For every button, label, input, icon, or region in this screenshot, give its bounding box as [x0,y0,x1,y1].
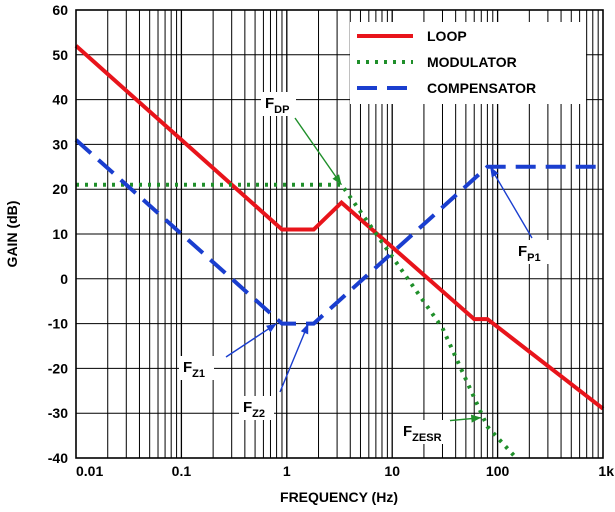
x-tick-label: 100 [486,463,510,479]
annotation-background [399,420,450,444]
y-tick-label: -40 [48,450,68,466]
x-tick-label: 1k [598,463,614,479]
annotation-background [179,356,214,380]
series-line-modulator [76,182,518,460]
x-axis-title: FREQUENCY (Hz) [280,489,398,505]
y-tick-label: 30 [52,136,68,152]
y-tick-label: 40 [52,92,68,108]
annotation-leader [489,166,533,239]
series-lines [74,44,605,460]
annotation-leader [279,323,309,393]
annotation-label: FP1 [518,243,541,264]
axes: -40 -30 -20 -10 0 10 20 30 40 50 60 0.01 0.1 1 10 100 1k [48,2,614,479]
annotation-label: FZESR [403,423,442,444]
legend: LOOP MODULATOR COMPENSATOR [350,22,586,104]
y-tick-label: 0 [60,271,68,287]
x-tick-label: 10 [384,463,400,479]
annotation-leader [294,117,343,186]
annotation-arrowhead [470,414,482,423]
legend-label-loop: LOOP [427,28,467,44]
y-tick-label: 10 [52,226,68,242]
plot-frame [75,9,604,459]
series-line-compensator [74,138,603,326]
series-line-loop [74,44,605,411]
x-tick-label: 1 [283,463,291,479]
y-axis-title: GAIN (dB) [4,201,20,268]
y-tick-label: -20 [48,360,68,376]
annotation-leader [225,323,277,358]
y-tick-label: 50 [52,47,68,63]
y-tick-label: -30 [48,405,68,421]
annotation-label: FZ2 [243,399,265,420]
annotation-arrowhead [490,166,499,178]
y-tick-label: 60 [52,2,68,18]
grid [76,10,603,458]
x-tick-label: 0.01 [76,463,103,479]
annotation-arrowhead [300,323,309,335]
annotations: FDP FP1 FZ1 FZ2 FZESR [179,92,549,444]
y-tick-label: -10 [48,316,68,332]
legend-label-modulator: MODULATOR [427,54,517,70]
y-tick-label: 20 [52,181,68,197]
annotation-arrowhead [332,174,342,185]
legend-label-compensator: COMPENSATOR [427,80,536,96]
annotation-label: FDP [265,95,289,116]
annotation-arrowhead [266,323,277,333]
x-tick-label: 0.1 [172,463,192,479]
annotation-background [514,240,549,264]
annotation-label: FZ1 [183,359,205,380]
annotation-background [239,396,274,420]
annotation-background [261,92,296,116]
